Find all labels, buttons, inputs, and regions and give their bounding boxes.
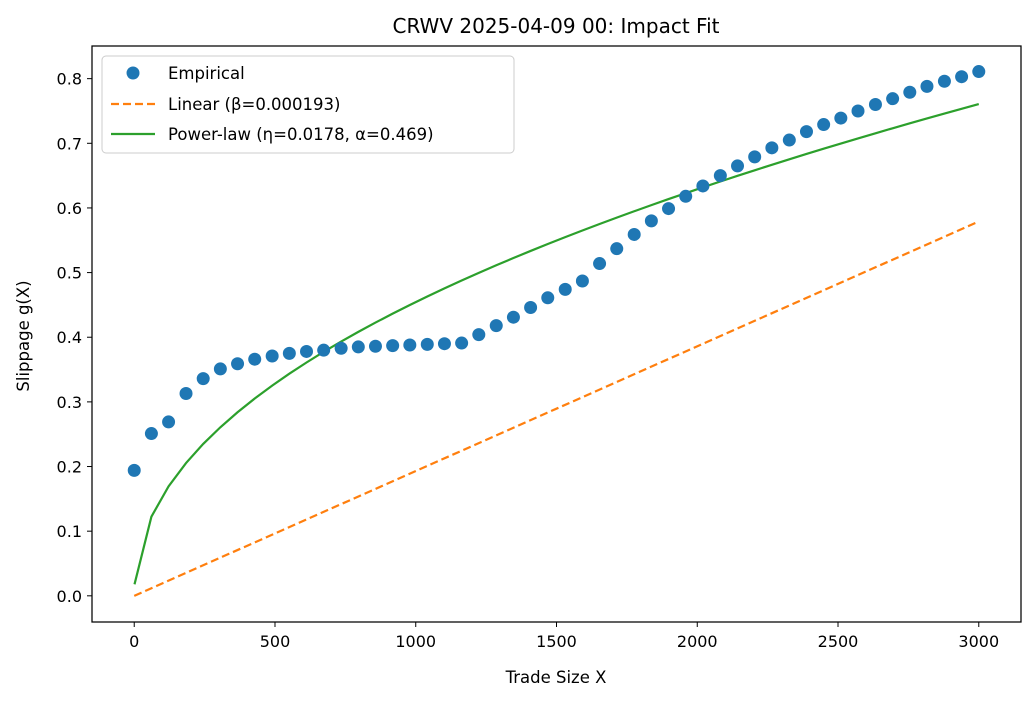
data-point-empirical — [886, 92, 900, 106]
data-point-empirical — [575, 274, 589, 288]
data-point-empirical — [144, 427, 158, 441]
plot-area — [127, 65, 986, 597]
series-line-power-law — [133, 103, 980, 585]
data-point-empirical — [489, 319, 503, 333]
data-point-empirical — [455, 336, 469, 350]
y-tick-label: 0.3 — [57, 393, 82, 412]
data-point-empirical — [662, 202, 676, 216]
legend: Empirical Linear (β=0.000193) Power-law … — [101, 55, 515, 154]
data-point-empirical — [765, 141, 779, 155]
x-tick-label: 1000 — [395, 632, 436, 651]
y-axis-label: Slippage g(X) — [14, 280, 33, 391]
legend-label-power-law: Power-law (η=0.0178, α=0.469) — [168, 125, 434, 144]
data-point-empirical — [782, 133, 796, 147]
x-axis: 0 500 1000 1500 2000 2500 3000 — [129, 622, 999, 651]
data-point-empirical — [937, 74, 951, 88]
data-point-empirical — [524, 300, 538, 314]
data-point-empirical — [162, 415, 176, 429]
data-point-empirical — [300, 344, 314, 358]
data-point-empirical — [713, 169, 727, 183]
data-point-empirical — [265, 349, 279, 363]
data-point-empirical — [851, 104, 865, 118]
legend-label-empirical: Empirical — [168, 64, 245, 83]
data-point-empirical — [799, 125, 813, 139]
y-tick-label: 0.1 — [57, 522, 82, 541]
data-point-empirical — [282, 346, 296, 360]
data-point-empirical — [817, 118, 831, 132]
x-axis-label: Trade Size X — [505, 668, 607, 687]
data-point-empirical — [506, 310, 520, 324]
x-tick-label: 0 — [129, 632, 139, 651]
series-line-linear — [133, 220, 980, 597]
data-point-empirical — [351, 340, 365, 354]
data-point-empirical — [179, 386, 193, 400]
y-tick-label: 0.6 — [57, 199, 82, 218]
data-point-empirical — [334, 341, 348, 355]
x-tick-label: 3000 — [958, 632, 999, 651]
legend-marker-empirical — [126, 66, 140, 80]
y-tick-label: 0.5 — [57, 264, 82, 283]
x-tick-label: 2500 — [818, 632, 859, 651]
x-tick-label: 1500 — [536, 632, 577, 651]
chart-title: CRWV 2025-04-09 00: Impact Fit — [393, 14, 720, 38]
data-point-empirical — [748, 150, 762, 164]
y-tick-label: 0.7 — [57, 134, 82, 153]
y-tick-label: 0.2 — [57, 458, 82, 477]
data-point-empirical — [558, 282, 572, 296]
data-point-empirical — [644, 214, 658, 228]
data-point-empirical — [368, 339, 382, 353]
data-point-empirical — [903, 85, 917, 99]
data-point-empirical — [696, 179, 710, 193]
data-point-empirical — [127, 463, 141, 477]
data-point-empirical — [231, 357, 245, 371]
data-point-empirical — [593, 257, 607, 271]
data-point-empirical — [386, 339, 400, 353]
data-point-empirical — [248, 352, 262, 366]
data-point-empirical — [731, 159, 745, 173]
legend-label-linear: Linear (β=0.000193) — [168, 95, 341, 114]
y-tick-label: 0.4 — [57, 328, 82, 347]
data-point-empirical — [610, 242, 624, 256]
data-point-empirical — [213, 362, 227, 376]
data-point-empirical — [627, 227, 641, 241]
data-point-empirical — [868, 98, 882, 112]
x-tick-label: 2000 — [677, 632, 718, 651]
data-point-empirical — [472, 328, 486, 342]
legend-box — [101, 55, 515, 154]
data-point-empirical — [920, 79, 934, 93]
data-point-empirical — [317, 343, 331, 357]
data-point-empirical — [679, 189, 693, 203]
data-point-empirical — [972, 65, 986, 79]
data-point-empirical — [403, 338, 417, 352]
y-tick-label: 0.8 — [57, 70, 82, 89]
data-point-empirical — [437, 337, 451, 351]
y-axis: 0.0 0.1 0.2 0.3 0.4 0.5 0.6 0.7 0.8 — [57, 70, 92, 606]
x-tick-label: 500 — [260, 632, 291, 651]
data-point-empirical — [420, 337, 434, 351]
data-point-empirical — [541, 291, 555, 305]
data-point-empirical — [196, 372, 210, 386]
data-point-empirical — [955, 70, 969, 84]
y-tick-label: 0.0 — [57, 587, 82, 606]
data-point-empirical — [834, 111, 848, 125]
